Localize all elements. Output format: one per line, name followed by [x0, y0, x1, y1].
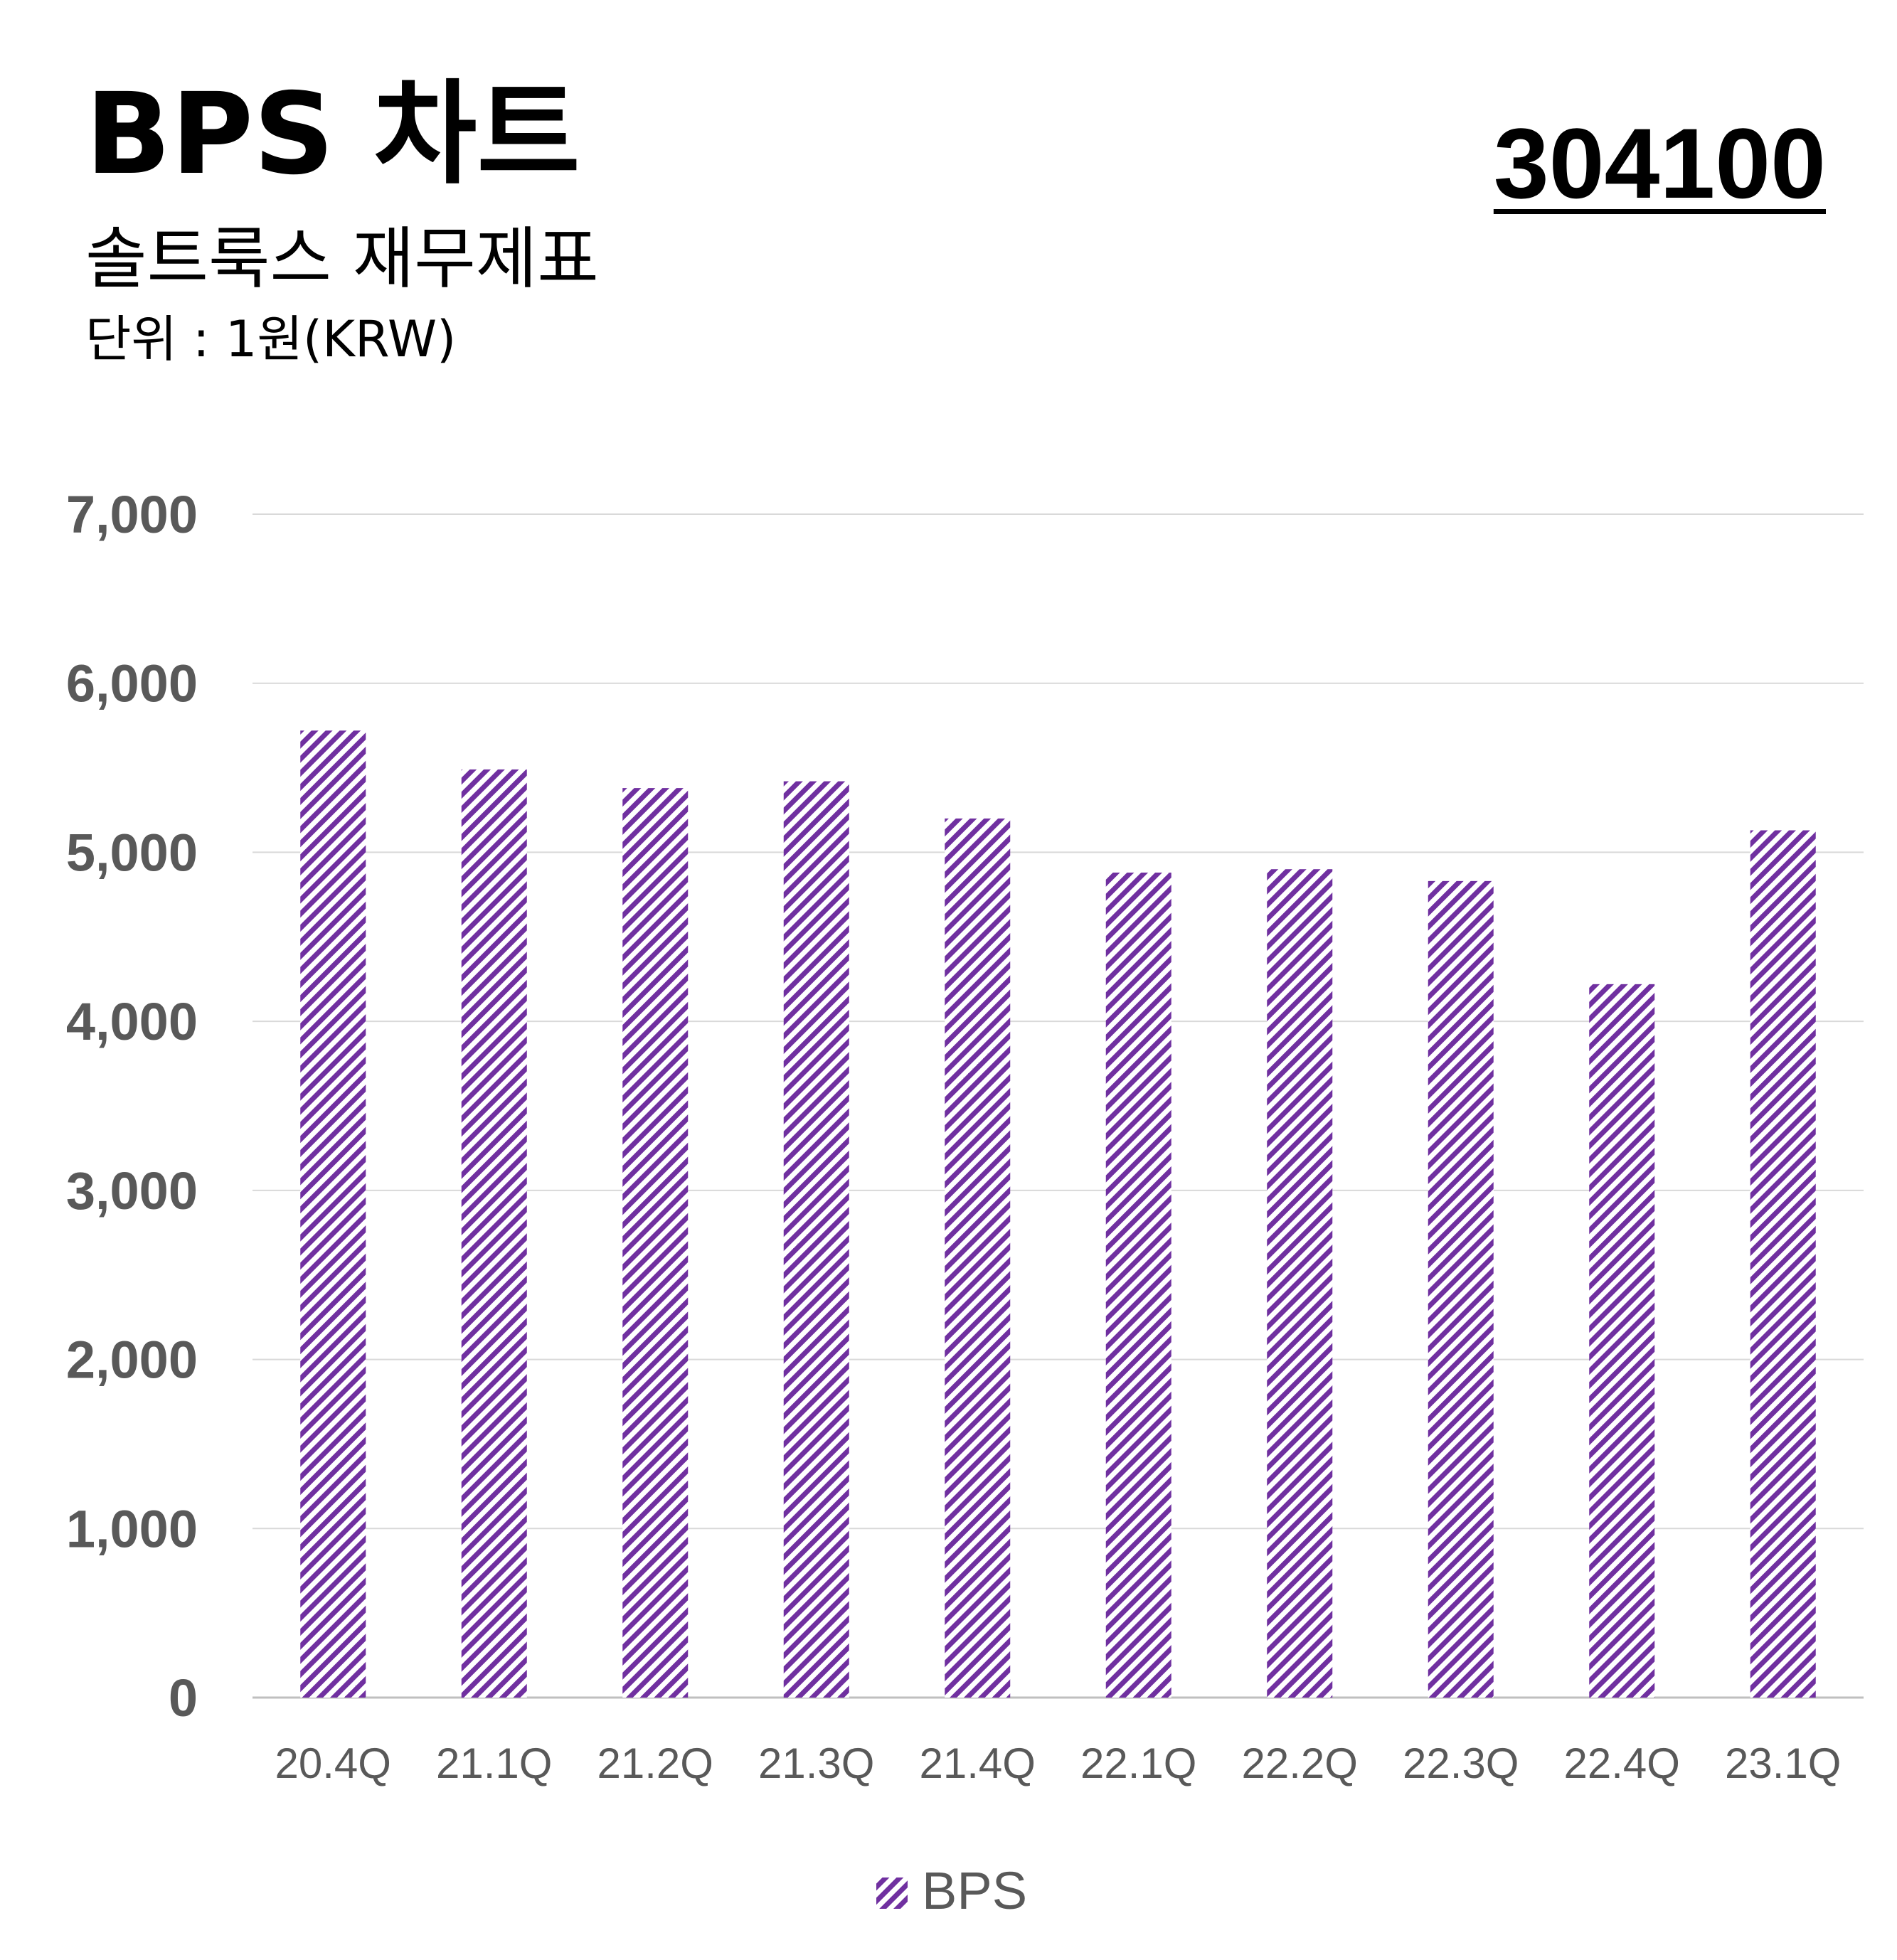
- legend-swatch: [876, 1878, 908, 1909]
- y-tick-label: 1,000: [66, 1499, 198, 1558]
- stock-code: 304100: [1493, 107, 1826, 219]
- bars: [300, 730, 1816, 1698]
- y-tick-label: 0: [169, 1668, 198, 1727]
- bar-21.3Q: [783, 781, 849, 1698]
- x-tick-label: 20.4Q: [275, 1740, 391, 1787]
- chart-subtitle: 솔트룩스 재무제표: [85, 220, 599, 298]
- bar-22.4Q: [1589, 984, 1655, 1698]
- bar-22.3Q: [1428, 880, 1494, 1698]
- bar-21.4Q: [945, 818, 1011, 1698]
- y-tick-label: 4,000: [66, 992, 198, 1051]
- x-tick-label: 22.3Q: [1403, 1740, 1519, 1787]
- y-tick-label: 7,000: [66, 485, 198, 544]
- y-tick-label: 6,000: [66, 654, 198, 713]
- unit-label: 단위 : 1원(KRW): [85, 310, 457, 368]
- y-tick-label: 2,000: [66, 1331, 198, 1390]
- chart-title: BPS 차트: [85, 69, 580, 200]
- bar-22.2Q: [1267, 869, 1333, 1698]
- x-tick-label: 22.2Q: [1242, 1740, 1358, 1787]
- bar-21.2Q: [622, 788, 689, 1698]
- x-tick-label: 22.1Q: [1080, 1740, 1196, 1787]
- bar-21.1Q: [461, 769, 527, 1698]
- legend-label: BPS: [922, 1861, 1027, 1920]
- legend: BPS: [876, 1861, 1027, 1920]
- bar-22.1Q: [1105, 872, 1171, 1698]
- x-tick-label: 21.2Q: [597, 1740, 713, 1787]
- x-tick-label: 21.3Q: [758, 1740, 874, 1787]
- bar-20.4Q: [300, 730, 366, 1698]
- x-tick-label: 23.1Q: [1725, 1740, 1841, 1787]
- y-tick-label: 5,000: [66, 823, 198, 882]
- x-tick-label: 22.4Q: [1564, 1740, 1680, 1787]
- x-tick-label: 21.4Q: [920, 1740, 1036, 1787]
- x-axis: 20.4Q 21.1Q 21.2Q 21.3Q 21.4Q 22.1Q 22.2Q 22.3Q…: [275, 1740, 1842, 1787]
- x-tick-label: 21.1Q: [436, 1740, 552, 1787]
- bar-23.1Q: [1750, 830, 1816, 1698]
- y-axis: 0 1,000 2,000 3,000 4,000 5,000 6,000 7,000: [66, 485, 198, 1727]
- y-tick-label: 3,000: [66, 1161, 198, 1220]
